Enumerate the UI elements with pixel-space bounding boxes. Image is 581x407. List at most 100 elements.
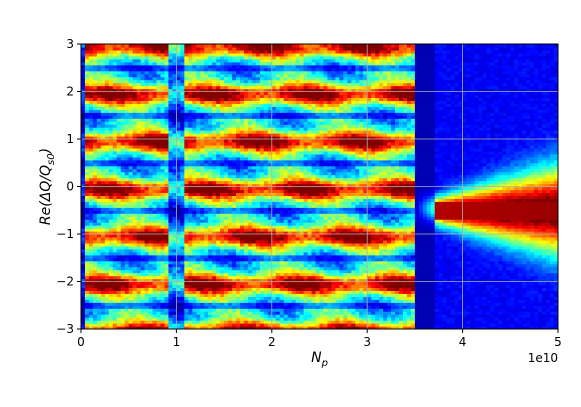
heatmap-cell <box>148 326 154 329</box>
heatmap-cell <box>204 234 209 238</box>
heatmap-cell <box>220 106 225 110</box>
heatmap-cell <box>271 254 277 259</box>
heatmap-cell <box>144 100 150 104</box>
heatmap-cell <box>267 171 273 176</box>
heatmap-cell <box>92 180 98 185</box>
heatmap-cell <box>216 266 221 271</box>
heatmap-cell <box>148 130 154 134</box>
heatmap-cell <box>160 171 166 176</box>
heatmap-cell <box>136 228 142 232</box>
heatmap-cell <box>176 225 181 229</box>
heatmap-cell <box>132 64 138 69</box>
heatmap-cell <box>172 219 177 223</box>
heatmap-cell <box>283 239 289 244</box>
heatmap-cell <box>124 94 130 99</box>
heatmap-cell <box>96 106 102 110</box>
heatmap-cell <box>120 314 126 318</box>
heatmap-cell <box>208 192 213 197</box>
heatmap-cell <box>236 79 241 84</box>
heatmap-cell <box>216 204 221 208</box>
heatmap-cell <box>283 260 289 265</box>
heatmap-cell <box>204 207 209 211</box>
heatmap-cell <box>228 156 233 161</box>
heatmap-cell <box>112 82 118 87</box>
heatmap-cell <box>148 94 154 99</box>
heatmap-cell <box>168 248 174 253</box>
heatmap-cell <box>275 76 281 81</box>
heatmap-cell <box>212 67 217 72</box>
heatmap-cell <box>220 296 225 300</box>
heatmap-cell <box>92 248 98 253</box>
heatmap-cell <box>275 133 281 137</box>
heatmap-cell <box>275 198 281 202</box>
heatmap-cell <box>267 269 273 274</box>
heatmap-cell <box>255 171 261 176</box>
heatmap-cell <box>196 320 201 324</box>
heatmap-cell <box>247 171 253 176</box>
heatmap-cell <box>251 266 257 271</box>
heatmap-cell <box>144 94 150 99</box>
heatmap-cell <box>228 136 233 140</box>
heatmap-cell <box>283 91 289 96</box>
heatmap-cell <box>279 269 285 274</box>
heatmap-cell <box>104 73 110 78</box>
heatmap-cell <box>148 213 154 217</box>
heatmap-cell <box>100 147 106 152</box>
heatmap-cell <box>263 281 269 286</box>
heatmap-cell <box>100 213 106 217</box>
heatmap-cell <box>136 326 142 329</box>
heatmap-cell <box>108 165 114 170</box>
heatmap-cell <box>81 287 86 292</box>
heatmap-cell <box>176 49 181 54</box>
heatmap-cell <box>84 296 90 300</box>
heatmap-cell <box>120 115 126 119</box>
heatmap-cell <box>188 275 193 280</box>
heatmap-cell <box>243 308 249 312</box>
heatmap-cell <box>283 305 289 309</box>
heatmap-cell <box>259 79 265 84</box>
heatmap-cell <box>196 296 201 300</box>
heatmap-cell <box>96 195 102 199</box>
heatmap-cell <box>88 100 94 104</box>
heatmap-cell <box>255 201 261 205</box>
heatmap-cell <box>152 210 158 214</box>
heatmap-cell <box>263 174 269 179</box>
heatmap-cell <box>275 186 281 191</box>
heatmap-cell <box>263 79 269 84</box>
heatmap-cell <box>196 195 201 199</box>
heatmap-cell <box>164 326 170 329</box>
heatmap-cell <box>108 88 114 93</box>
heatmap-cell <box>208 311 213 315</box>
heatmap-cell <box>196 88 201 93</box>
heatmap-cell <box>243 189 249 194</box>
heatmap-cell <box>247 100 253 104</box>
heatmap-cell <box>251 133 257 137</box>
heatmap-cell <box>255 323 261 327</box>
heatmap-cell <box>267 272 273 277</box>
heatmap-cell <box>263 44 269 48</box>
heatmap-cell <box>128 219 134 223</box>
heatmap-cell <box>208 263 213 268</box>
heatmap-cell <box>263 272 269 277</box>
heatmap-cell <box>247 153 253 158</box>
heatmap-cell <box>204 183 209 188</box>
heatmap-cell <box>275 171 281 176</box>
heatmap-cell <box>180 201 185 205</box>
heatmap-cell <box>140 326 146 329</box>
heatmap-cell <box>164 115 170 119</box>
heatmap-cell <box>247 112 253 116</box>
heatmap-cell <box>208 130 213 134</box>
heatmap-cell <box>200 225 205 229</box>
heatmap-cell <box>220 136 225 140</box>
heatmap-cell <box>247 127 253 131</box>
heatmap-cell <box>240 153 245 158</box>
heatmap-cell <box>84 266 90 271</box>
heatmap-cell <box>152 260 158 265</box>
heatmap-cell <box>112 269 118 274</box>
heatmap-cell <box>204 58 209 63</box>
heatmap-cell <box>88 242 94 247</box>
heatmap-cell <box>208 281 213 286</box>
heatmap-cell <box>140 269 146 274</box>
heatmap-cell <box>136 103 142 107</box>
heatmap-cell <box>283 121 289 125</box>
